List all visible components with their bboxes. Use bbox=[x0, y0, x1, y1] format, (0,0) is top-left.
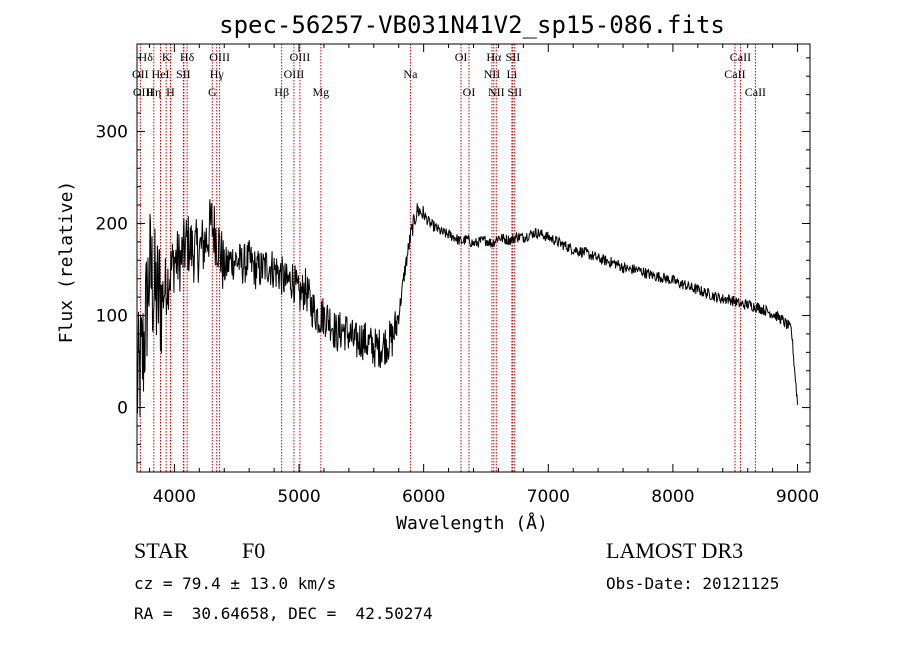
redshift-readout: cz = 79.4 ± 13.0 km/s bbox=[134, 574, 337, 593]
line-label-24: OI bbox=[463, 85, 476, 99]
line-label-4: OIII bbox=[290, 50, 311, 64]
y-axis-ticks: 0 100 200 300 bbox=[96, 57, 810, 464]
line-label-14: Na bbox=[403, 67, 418, 81]
spectrum-line bbox=[136, 199, 798, 417]
x-tick-label-2: 6000 bbox=[402, 487, 445, 507]
x-tick-label-1: 5000 bbox=[277, 487, 320, 507]
line-label-22: Hβ bbox=[274, 85, 289, 99]
plot-frame bbox=[136, 43, 811, 473]
line-label-2: Hδ bbox=[180, 50, 195, 64]
line-label-11: SII bbox=[176, 67, 191, 81]
line-label-19: Hη bbox=[146, 85, 161, 99]
line-label-8: CaII bbox=[730, 50, 751, 64]
obs-date: Obs-Date: 20121125 bbox=[606, 574, 780, 593]
spectral-labels-layer: Hδ K Hδ OIII OIII OI Hα SII CaII OII HeI SII Hγ OIII N… bbox=[132, 50, 766, 99]
line-label-15: NII bbox=[484, 67, 501, 81]
line-label-18: OIII bbox=[133, 85, 154, 99]
line-label-26: SII bbox=[507, 85, 522, 99]
line-label-21: G bbox=[208, 85, 217, 99]
line-label-23: Mg bbox=[312, 85, 329, 99]
y-tick-label-1: 100 bbox=[96, 307, 128, 327]
line-label-20: H bbox=[166, 85, 175, 99]
line-label-0: Hδ bbox=[139, 50, 154, 64]
x-tick-label-4: 8000 bbox=[651, 487, 694, 507]
line-label-10: HeI bbox=[152, 67, 170, 81]
line-label-17: CaII bbox=[724, 67, 745, 81]
line-label-25: NII bbox=[488, 85, 505, 99]
line-label-13: OIII bbox=[284, 67, 305, 81]
y-tick-label-3: 300 bbox=[96, 122, 128, 142]
x-tick-label-5: 9000 bbox=[776, 487, 819, 507]
x-tick-label-3: 7000 bbox=[527, 487, 570, 507]
x-tick-label-0: 4000 bbox=[153, 487, 196, 507]
x-axis-label: Wavelength (Å) bbox=[396, 512, 548, 534]
chart-title: spec-56257-VB031N41V2_sp15-086.fits bbox=[219, 11, 725, 39]
y-axis-label: Flux (relative) bbox=[56, 181, 77, 344]
survey-name: LAMOST DR3 bbox=[606, 538, 744, 563]
object-subclass: F0 bbox=[242, 538, 266, 563]
line-label-9: OII bbox=[132, 67, 149, 81]
line-label-27: CaII bbox=[745, 85, 766, 99]
y-tick-label-0: 0 bbox=[117, 399, 128, 419]
line-label-3: OIII bbox=[209, 50, 230, 64]
line-label-12: Hγ bbox=[210, 67, 225, 81]
line-label-6: Hα bbox=[486, 50, 502, 64]
line-label-5: OI bbox=[455, 50, 468, 64]
y-tick-label-2: 200 bbox=[96, 214, 128, 234]
coordinates: RA = 30.64658, DEC = 42.50274 bbox=[134, 604, 433, 623]
object-class: STAR bbox=[134, 538, 189, 563]
line-label-7: SII bbox=[506, 50, 521, 64]
x-axis-ticks: 4000 5000 6000 7000 8000 9000 bbox=[148, 44, 819, 507]
line-label-1: K bbox=[162, 50, 171, 64]
line-label-16: Li bbox=[507, 67, 518, 81]
